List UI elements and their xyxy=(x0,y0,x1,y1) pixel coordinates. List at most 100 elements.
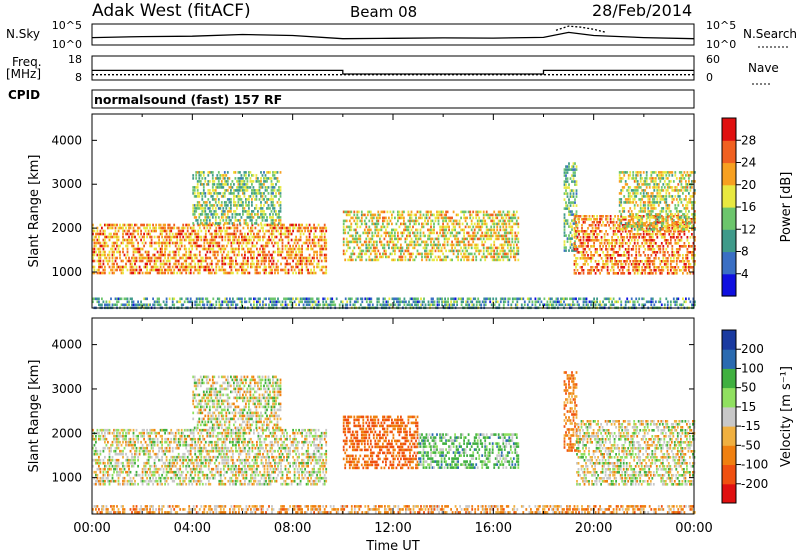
power-data-cell xyxy=(353,246,356,250)
power-data-cell xyxy=(104,241,106,245)
power-data-cell xyxy=(599,215,601,218)
power-data-cell xyxy=(431,228,434,232)
power-data-cell xyxy=(122,268,124,272)
power-data-cell xyxy=(150,265,153,269)
power-data-cell xyxy=(140,256,142,260)
power-data-cell xyxy=(571,210,573,213)
power-data-cell xyxy=(648,245,651,248)
power-data-cell xyxy=(675,257,678,260)
power-data-cell xyxy=(168,259,171,263)
power-data-cell xyxy=(454,225,456,229)
power-data-cell xyxy=(571,219,573,222)
power-data-cell xyxy=(650,171,653,174)
power-data-cell xyxy=(356,222,359,226)
power-data-cell xyxy=(206,226,209,230)
power-data-cell xyxy=(668,171,671,174)
power-data-cell xyxy=(421,222,423,226)
power-data-cell xyxy=(261,183,264,186)
power-data-cell xyxy=(131,303,133,307)
power-data-cell xyxy=(485,213,488,217)
power-data-cell xyxy=(95,235,97,239)
power-data-cell xyxy=(308,241,311,245)
power-data-cell xyxy=(149,232,151,236)
power-data-cell xyxy=(277,241,279,245)
power-data-cell xyxy=(275,235,278,239)
power-data-cell xyxy=(606,269,609,272)
power-data-cell xyxy=(132,300,135,304)
power-data-cell xyxy=(146,265,148,269)
power-data-cell xyxy=(279,189,282,192)
power-data-cell xyxy=(368,243,371,247)
power-data-cell xyxy=(665,230,668,233)
power-data-cell xyxy=(657,183,660,186)
power-data-cell xyxy=(228,186,231,189)
power-data-cell xyxy=(149,268,151,272)
power-data-cell xyxy=(239,222,241,225)
power-data-cell xyxy=(617,263,619,266)
power-data-cell xyxy=(466,258,468,262)
power-data-cell xyxy=(225,232,228,236)
power-data-cell xyxy=(213,183,216,186)
power-data-cell xyxy=(230,244,233,248)
power-data-cell xyxy=(131,232,133,236)
power-data-cell xyxy=(645,239,648,242)
power-data-cell xyxy=(624,263,627,266)
power-data-cell xyxy=(250,226,252,230)
power-data-cell xyxy=(612,272,615,275)
power-data-cell xyxy=(431,231,434,235)
power-data-cell xyxy=(122,229,124,233)
power-data-cell xyxy=(397,258,399,262)
power-data-cell xyxy=(654,222,657,225)
power-data-cell xyxy=(196,180,199,183)
power-data-cell xyxy=(621,239,624,242)
power-data-cell xyxy=(215,268,218,272)
power-data-cell xyxy=(488,228,491,232)
power-data-cell xyxy=(179,300,182,304)
power-data-cell xyxy=(572,180,575,183)
power-data-cell xyxy=(692,180,695,183)
power-data-cell xyxy=(642,245,645,248)
power-data-cell xyxy=(400,216,402,220)
power-data-cell xyxy=(665,213,668,216)
power-data-cell xyxy=(198,180,201,183)
power-data-cell xyxy=(180,244,183,248)
power-data-cell xyxy=(348,210,351,214)
power-data-cell xyxy=(591,224,594,227)
power-data-cell xyxy=(633,180,636,183)
power-data-cell xyxy=(254,244,257,248)
power-data-cell xyxy=(269,271,272,275)
power-data-cell xyxy=(674,242,677,245)
power-data-cell xyxy=(313,259,315,263)
power-data-cell xyxy=(578,218,580,221)
power-data-cell xyxy=(692,192,695,195)
power-data-cell xyxy=(116,297,118,301)
power-data-cell xyxy=(565,165,567,168)
power-data-cell xyxy=(629,233,632,236)
power-data-cell xyxy=(621,230,624,233)
power-data-cell xyxy=(248,216,250,219)
power-data-cell xyxy=(671,218,674,221)
power-data-cell xyxy=(445,234,447,238)
power-data-cell xyxy=(452,249,455,253)
power-data-cell xyxy=(668,174,671,177)
power-data-cell xyxy=(683,233,686,236)
power-data-cell xyxy=(167,241,170,245)
power-data-cell xyxy=(627,186,630,189)
power-data-cell xyxy=(203,241,206,245)
power-data-cell xyxy=(675,198,678,201)
power-data-cell xyxy=(461,255,464,259)
power-data-cell xyxy=(283,232,285,236)
power-data-cell xyxy=(192,186,195,189)
power-data-cell xyxy=(189,235,192,239)
power-data-cell xyxy=(645,225,648,228)
power-data-cell xyxy=(375,216,378,220)
power-data-cell xyxy=(357,252,360,256)
power-data-cell xyxy=(174,241,177,245)
power-data-cell xyxy=(238,238,240,242)
power-data-cell xyxy=(161,247,163,251)
power-data-cell xyxy=(131,244,133,248)
power-data-cell xyxy=(302,241,305,245)
power-data-cell xyxy=(620,204,623,207)
power-data-cell xyxy=(193,216,196,219)
power-data-cell xyxy=(241,253,243,257)
